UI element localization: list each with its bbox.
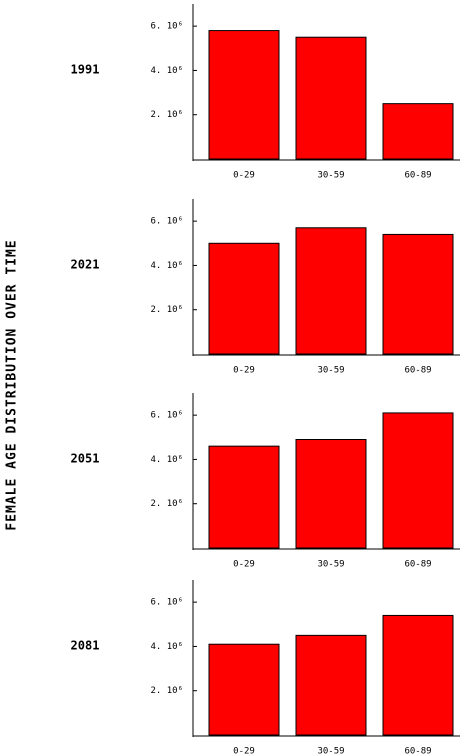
bar bbox=[295, 36, 367, 160]
bar bbox=[208, 30, 280, 160]
bar bbox=[295, 227, 367, 355]
panel-title: 2081 bbox=[71, 639, 100, 653]
panel-title: 2021 bbox=[71, 258, 100, 272]
y-tick-label: 2. 10⁶ bbox=[150, 110, 183, 120]
x-tick-label: 30-59 bbox=[317, 171, 344, 181]
panel-title: 1991 bbox=[71, 63, 100, 77]
y-tick-label: 4. 10⁶ bbox=[150, 66, 183, 76]
x-tick-label: 0-29 bbox=[233, 171, 255, 181]
x-tick-label: 30-59 bbox=[317, 366, 344, 376]
x-tick-label: 60-89 bbox=[404, 366, 431, 376]
y-tick-label: 2. 10⁶ bbox=[150, 686, 183, 696]
x-tick-label: 60-89 bbox=[404, 747, 431, 756]
y-tick-label: 2. 10⁶ bbox=[150, 305, 183, 315]
bar bbox=[208, 643, 280, 736]
bar bbox=[295, 439, 367, 549]
x-tick-label: 0-29 bbox=[233, 366, 255, 376]
bar bbox=[382, 614, 454, 736]
bar bbox=[382, 103, 454, 160]
x-tick-label: 0-29 bbox=[233, 560, 255, 570]
bar bbox=[208, 242, 280, 355]
x-tick-label: 30-59 bbox=[317, 560, 344, 570]
x-tick-label: 0-29 bbox=[233, 747, 255, 756]
y-tick-label: 6. 10⁶ bbox=[150, 598, 183, 608]
figure-title: FEMALE AGE DISTRIBUTION OVER TIME bbox=[5, 239, 20, 530]
bar bbox=[295, 634, 367, 736]
y-tick-label: 6. 10⁶ bbox=[150, 22, 183, 32]
panel-title: 2051 bbox=[71, 452, 100, 466]
bar bbox=[382, 412, 454, 549]
y-tick-label: 4. 10⁶ bbox=[150, 642, 183, 652]
y-tick-label: 6. 10⁶ bbox=[150, 411, 183, 421]
x-tick-label: 60-89 bbox=[404, 171, 431, 181]
x-tick-label: 30-59 bbox=[317, 747, 344, 756]
y-tick-label: 4. 10⁶ bbox=[150, 455, 183, 465]
x-tick-label: 60-89 bbox=[404, 560, 431, 570]
y-tick-label: 2. 10⁶ bbox=[150, 499, 183, 509]
y-tick-label: 6. 10⁶ bbox=[150, 217, 183, 227]
bar bbox=[382, 233, 454, 355]
bar bbox=[208, 445, 280, 549]
y-tick-label: 4. 10⁶ bbox=[150, 261, 183, 271]
